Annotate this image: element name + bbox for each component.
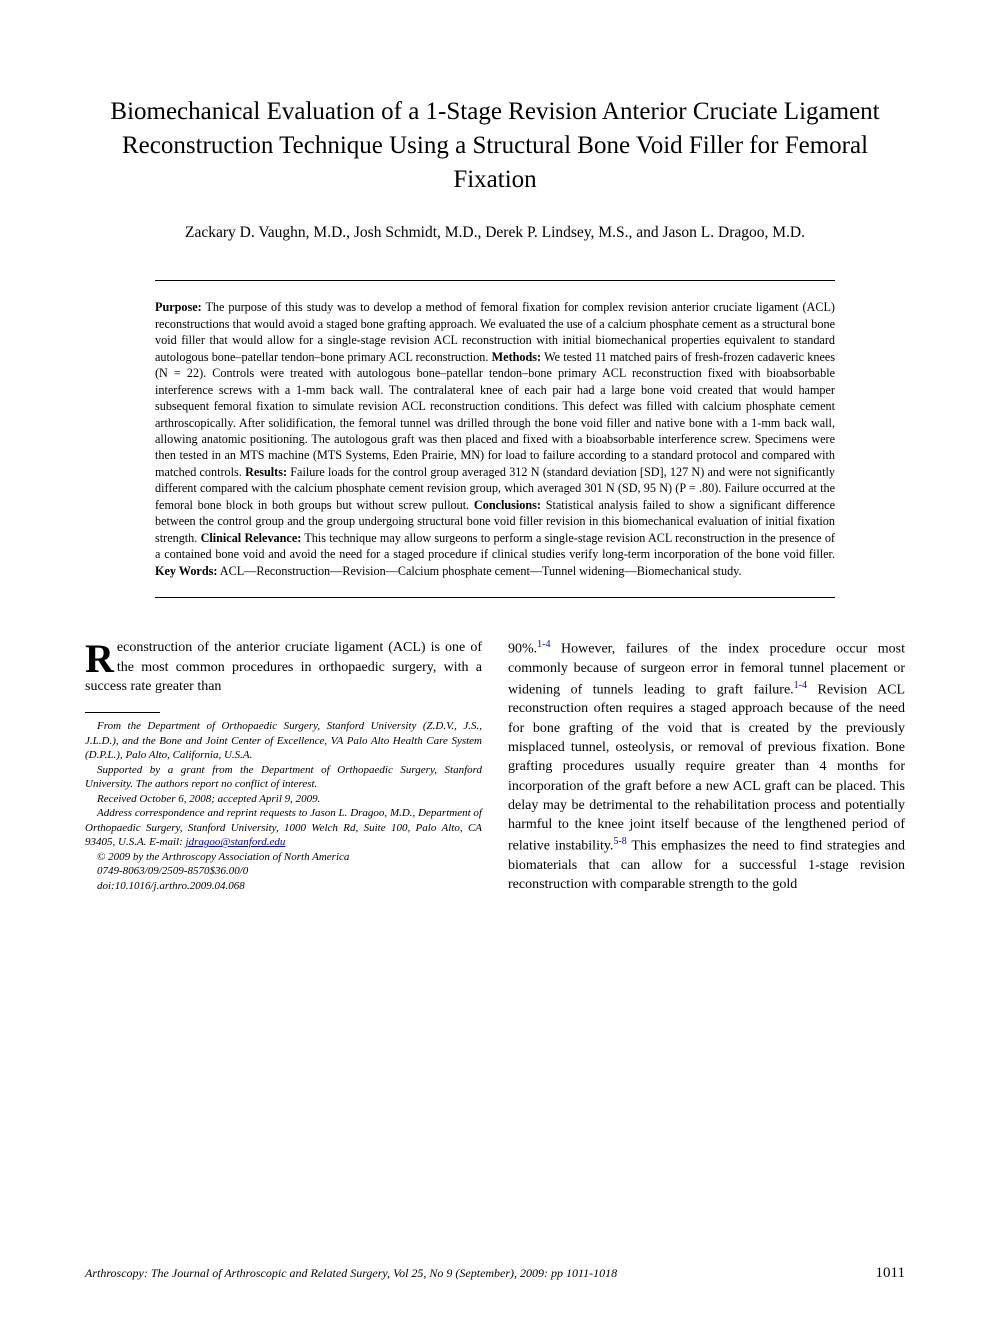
abstract-block: Purpose: The purpose of this study was t… — [155, 299, 835, 579]
body-paragraph-2: 90%.1-4 However, failures of the index p… — [508, 638, 905, 894]
abstract-rule-bottom — [155, 597, 835, 598]
page-number: 1011 — [876, 1265, 905, 1282]
footnote-correspondence: Address correspondence and reprint reque… — [85, 806, 482, 850]
citation-ref-1[interactable]: 1-4 — [537, 639, 550, 650]
page-footer: Arthroscopy: The Journal of Arthroscopic… — [85, 1265, 905, 1282]
purpose-label: Purpose: — [155, 300, 202, 314]
dropcap-letter: R — [85, 638, 117, 676]
column-left: Reconstruction of the anterior cruciate … — [85, 638, 482, 894]
column-right: 90%.1-4 However, failures of the index p… — [508, 638, 905, 894]
footnote-affiliation: From the Department of Orthopaedic Surge… — [85, 719, 482, 763]
footnote-dates: Received October 6, 2008; accepted April… — [85, 792, 482, 807]
citation-ref-2[interactable]: 1-4 — [794, 680, 807, 691]
authors-line: Zackary D. Vaughn, M.D., Josh Schmidt, M… — [85, 224, 905, 242]
conclusions-label: Conclusions: — [474, 498, 541, 512]
footnote-doi: doi:10.1016/j.arthro.2009.04.068 — [85, 879, 482, 894]
footer-citation: Arthroscopy: The Journal of Arthroscopic… — [85, 1266, 617, 1281]
keywords-label: Key Words: — [155, 564, 217, 578]
clinical-label: Clinical Relevance: — [201, 531, 302, 545]
body-paragraph-1: Reconstruction of the anterior cruciate … — [85, 638, 482, 696]
footnote-copyright: © 2009 by the Arthroscopy Association of… — [85, 850, 482, 865]
body-col2-c: Revision ACL reconstruction often requir… — [508, 682, 905, 853]
keywords-text: ACL—Reconstruction—Revision—Calcium phos… — [217, 564, 741, 578]
correspondence-email-link[interactable]: jdragoo@stanford.edu — [186, 836, 286, 848]
footnote-issn: 0749-8063/09/2509-8570$36.00/0 — [85, 864, 482, 879]
methods-text: We tested 11 matched pairs of fresh-froz… — [155, 350, 835, 479]
citation-ref-3[interactable]: 5-8 — [613, 836, 626, 847]
footnote-support: Supported by a grant from the Department… — [85, 763, 482, 792]
body-columns: Reconstruction of the anterior cruciate … — [85, 638, 905, 894]
abstract-rule-top — [155, 280, 835, 281]
results-label: Results: — [245, 465, 287, 479]
body-col1-text: econstruction of the anterior cruciate l… — [85, 640, 482, 694]
body-col2-a: 90%. — [508, 642, 537, 657]
methods-label: Methods: — [492, 350, 541, 364]
footnote-divider — [85, 712, 160, 713]
article-title: Biomechanical Evaluation of a 1-Stage Re… — [85, 95, 905, 196]
